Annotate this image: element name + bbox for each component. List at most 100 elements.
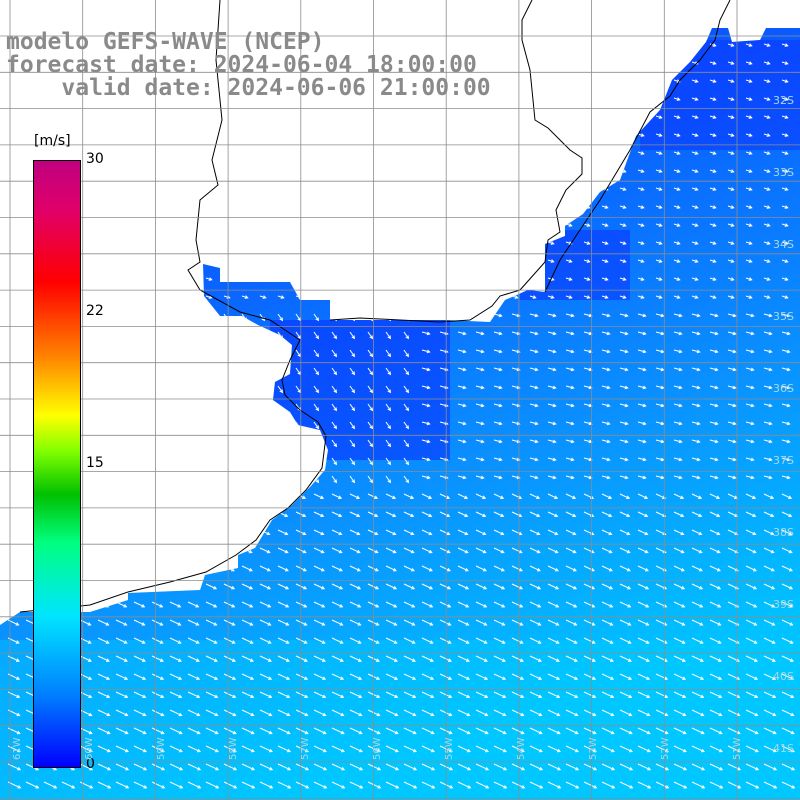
wind-arrow <box>691 457 701 462</box>
wind-arrow <box>673 151 681 155</box>
wind-arrow <box>745 61 753 65</box>
wind-arrow <box>241 691 255 699</box>
wind-arrow <box>367 781 382 789</box>
wind-arrow <box>79 763 94 771</box>
wind-arrow <box>601 619 614 626</box>
wind-arrow <box>223 691 237 699</box>
wind-arrow <box>727 727 741 735</box>
wind-arrow <box>331 601 344 608</box>
wind-arrow <box>115 763 130 771</box>
wind-arrow <box>547 367 557 372</box>
wind-arrow <box>727 169 735 173</box>
wind-arrow <box>457 529 469 536</box>
wind-arrow <box>493 745 507 753</box>
wind-arrow <box>781 43 789 47</box>
wind-arrow <box>511 421 521 426</box>
wind-arrow <box>691 205 699 209</box>
wind-arrow <box>421 763 436 771</box>
wind-arrow <box>727 781 742 789</box>
wind-arrow <box>169 619 182 626</box>
wind-arrow <box>619 619 632 626</box>
wind-arrow <box>709 547 721 554</box>
wind-arrow <box>781 79 789 83</box>
wind-arrow <box>781 241 789 245</box>
wind-arrow <box>637 295 645 299</box>
wind-arrow <box>709 529 721 536</box>
wind-arrow <box>709 331 719 336</box>
wind-arrow <box>601 439 611 444</box>
wind-arrow <box>691 187 699 191</box>
wind-arrow <box>781 727 795 735</box>
wind-arrow <box>583 727 597 735</box>
wind-arrow <box>565 511 577 518</box>
wind-arrow <box>691 349 701 354</box>
wind-arrow <box>385 565 397 572</box>
wind-arrow <box>691 115 699 119</box>
wind-arrow <box>295 691 309 699</box>
wind-arrow <box>637 403 647 408</box>
wind-arrow <box>403 547 415 554</box>
wind-arrow <box>673 727 687 735</box>
wind-arrow <box>241 583 254 590</box>
wind-arrow <box>745 259 753 263</box>
lon-label: 52W <box>660 737 671 760</box>
wind-arrow <box>457 493 469 499</box>
wind-arrow <box>259 295 267 299</box>
wind-arrow <box>421 403 431 408</box>
wind-arrow <box>421 439 431 444</box>
wind-arrow <box>295 745 309 753</box>
wind-arrow <box>457 403 467 408</box>
wind-arrow <box>349 457 355 466</box>
wind-arrow <box>763 691 777 699</box>
wind-arrow <box>583 295 591 299</box>
wind-arrow <box>673 187 681 191</box>
wind-arrow <box>385 439 391 448</box>
wind-arrow <box>565 475 575 480</box>
wind-arrow <box>205 295 213 299</box>
wind-arrow <box>529 781 544 789</box>
wind-arrow <box>547 583 560 590</box>
wind-arrow <box>763 241 771 245</box>
wind-arrow <box>439 529 451 536</box>
wind-arrow <box>313 727 327 735</box>
wind-arrow <box>457 709 471 717</box>
wind-arrow <box>655 727 669 735</box>
wind-arrow <box>601 313 611 318</box>
wind-arrow <box>673 115 681 119</box>
wind-arrow <box>745 529 757 536</box>
wind-arrow <box>457 619 470 626</box>
wind-arrow <box>637 457 647 462</box>
wind-arrow <box>601 709 615 717</box>
wind-arrow <box>655 421 665 426</box>
wind-arrow <box>151 673 165 680</box>
wind-arrow <box>709 601 722 608</box>
wind-arrow <box>331 583 344 590</box>
wind-arrow <box>781 439 791 444</box>
wind-arrow <box>457 385 467 390</box>
wind-arrow <box>745 295 753 299</box>
wind-arrow <box>745 367 755 372</box>
wind-arrow <box>547 457 557 462</box>
wind-arrow <box>457 439 467 444</box>
wind-arrow <box>547 493 559 499</box>
wind-arrow <box>673 709 687 717</box>
wind-arrow <box>763 43 771 47</box>
wind-arrow <box>133 691 147 699</box>
wind-arrow <box>223 655 236 662</box>
wind-arrow <box>601 565 613 572</box>
wind-arrow <box>745 745 759 753</box>
wind-arrow <box>421 673 435 680</box>
wind-arrow <box>781 223 789 227</box>
wind-arrow <box>403 583 416 590</box>
wind-arrow <box>601 583 614 590</box>
lon-label: 55W <box>444 737 455 760</box>
wind-arrow <box>187 691 201 699</box>
wind-arrow <box>367 763 382 771</box>
wind-arrow <box>331 565 343 572</box>
wind-arrow <box>367 565 379 572</box>
wind-arrow <box>439 637 452 644</box>
wind-arrow <box>637 547 649 554</box>
wind-arrow <box>709 493 721 499</box>
wind-arrow <box>619 511 631 518</box>
wind-arrow <box>547 421 557 426</box>
